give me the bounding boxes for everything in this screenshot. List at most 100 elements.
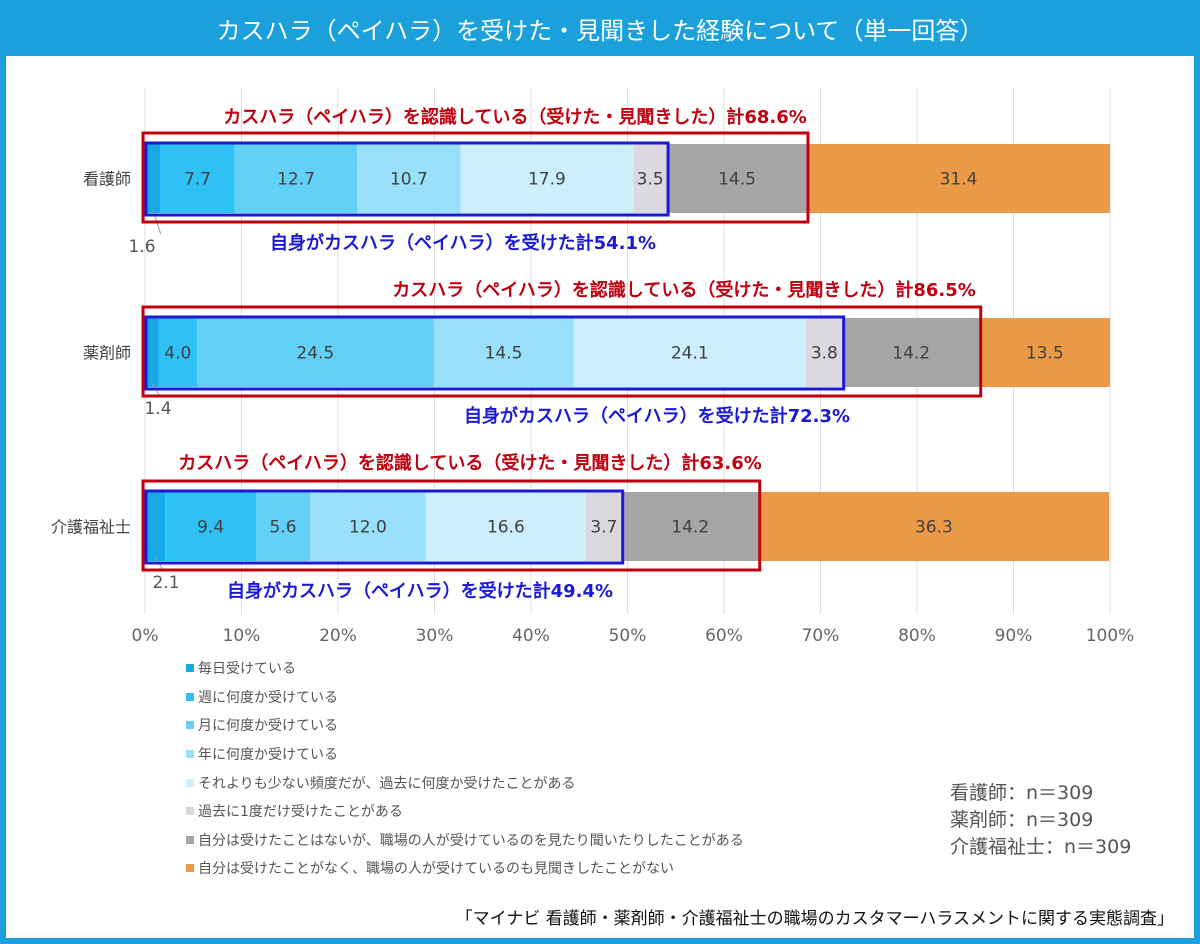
bar-segment [425,492,587,561]
bar-segment [145,492,166,561]
bar-value-label: 31.4 [940,170,978,190]
legend-entry: 過去に1度だけ受けたことがある [186,797,744,826]
x-tick-label: 40% [512,626,550,646]
legend-label: 自分は受けたことがなく、職場の人が受けているのも見聞きしたことがない [198,861,674,878]
bar-value-label: 3.5 [637,170,664,190]
bar-segment [234,144,358,213]
x-tick-label: 90% [995,626,1033,646]
legend-swatch [186,864,194,873]
x-tick-label: 70% [802,626,840,646]
bar-value-label: 12.7 [277,170,315,190]
bar-segment [145,144,161,213]
bar-segment [586,492,622,561]
recognized-box [141,131,810,224]
legend-entry: 自分は受けたことがなく、職場の人が受けているのも見聞きしたことがない [186,854,744,883]
recognized-annotation: カスハラ（ペイハラ）を認識している（受けた・見聞きした）計86.5% [392,279,976,301]
bar-segment [310,492,426,561]
sample-size-careworker: 介護福祉士：n＝309 [950,836,1132,858]
legend-entry: 月に何度か受けている [186,711,744,740]
bar-segment [197,318,434,387]
x-tick-label: 60% [705,626,743,646]
bar-value-label: 7.7 [184,170,211,190]
experienced-annotation: 自身がカスハラ（ペイハラ）を受けた計72.3% [464,405,850,427]
outside-value-label: 2.1 [152,573,179,593]
sample-size-nurse: 看護師：n＝309 [950,782,1094,804]
category-label: 薬剤師 [83,344,131,363]
legend-swatch [186,807,194,816]
sample-size-pharmacist: 薬剤師：n＝309 [950,809,1094,831]
bar-value-label: 14.5 [485,344,523,364]
x-tick-label: 20% [319,626,357,646]
experienced-box [144,315,846,391]
bar-value-label: 14.2 [671,518,709,538]
bar-value-label: 13.5 [1026,344,1064,364]
x-tick-label: 30% [416,626,454,646]
bar-value-label: 36.3 [915,518,953,538]
legend-swatch [186,750,194,759]
legend-swatch [186,692,194,701]
bar-segment [842,318,980,387]
outside-value-label: 1.4 [144,399,171,419]
bar-segment [806,318,843,387]
bar-segment [979,318,1110,387]
bar-value-label: 17.9 [528,170,566,190]
category-label: 介護福祉士 [51,518,131,537]
experienced-box [144,489,625,565]
bar-segment [573,318,807,387]
legend-label: 週に何度か受けている [198,689,338,706]
bar-value-label: 12.0 [349,518,387,538]
legend-label: 過去に1度だけ受けたことがある [198,804,403,821]
sample-size-block: 看護師：n＝309 薬剤師：n＝309 介護福祉士：n＝309 [950,780,1131,861]
x-tick-label: 50% [609,626,647,646]
category-label: 看護師 [83,170,131,189]
legend-label: 年に何度か受けている [198,747,338,764]
x-tick-label: 80% [898,626,936,646]
recognized-box [141,479,762,572]
legend-entry: 週に何度か受けている [186,683,744,712]
legend-swatch [186,835,194,844]
x-tick-label: 10% [223,626,261,646]
bar-value-label: 9.4 [197,518,224,538]
bar-segment [160,144,235,213]
recognized-annotation: カスハラ（ペイハラ）を認識している（受けた・見聞きした）計68.6% [223,106,807,128]
bar-segment [433,318,574,387]
legend: 毎日受けている週に何度か受けている 月に何度か受けている 年に何度か受けているそれよ… [186,654,744,883]
legend-label: 毎日受けている [198,661,296,678]
legend-swatch [186,778,194,787]
bar-value-label: 14.5 [718,170,756,190]
bar-segment [621,492,759,561]
recognized-box [141,305,983,398]
x-tick-label: 0% [132,626,159,646]
bar-value-label: 3.7 [590,518,617,538]
legend-entry: 年に何度か受けている [186,740,744,769]
bar-segment [460,144,634,213]
legend-label: それよりも少ない頻度だが、過去に何度か受けたことがある [198,775,576,792]
experienced-annotation: 自身がカスハラ（ペイハラ）を受けた計49.4% [227,580,613,602]
experienced-box [144,141,670,217]
bar-value-label: 10.7 [390,170,428,190]
recognized-annotation: カスハラ（ペイハラ）を認識している（受けた・見聞きした）計63.6% [178,452,762,474]
legend-label: 月に何度か受けている [198,718,338,735]
chart-title: カスハラ（ペイハラ）を受けた・見聞きした経験について（単一回答） [0,0,1200,56]
bar-value-label: 16.6 [487,518,525,538]
bar-segment [667,144,807,213]
legend-entry: 自分は受けたことはないが、職場の人が受けているのを見たり聞いたりしたことがある [186,826,744,855]
bar-segment [158,318,198,387]
legend-swatch [186,721,194,730]
bar-value-label: 24.1 [671,344,709,364]
bar-segment [255,492,311,561]
bar-value-label: 3.8 [811,344,838,364]
bar-segment [806,144,1110,213]
bar-value-label: 5.6 [269,518,296,538]
x-tick-label: 100% [1086,626,1135,646]
legend-label: 自分は受けたことはないが、職場の人が受けているのを見たり聞いたりしたことがある [198,832,744,849]
bar-segment [165,492,256,561]
bar-segment [145,318,159,387]
experienced-annotation: 自身がカスハラ（ペイハラ）を受けた計54.1% [270,232,656,254]
outside-value-label: 1.6 [128,237,155,257]
legend-entry: 毎日受けている [186,654,744,683]
bar-value-label: 24.5 [296,344,334,364]
source-note: 「マイナビ 看護師・薬剤師・介護福祉士の職場のカスタマーハラスメントに関する実態… [455,909,1174,929]
bar-segment [633,144,668,213]
